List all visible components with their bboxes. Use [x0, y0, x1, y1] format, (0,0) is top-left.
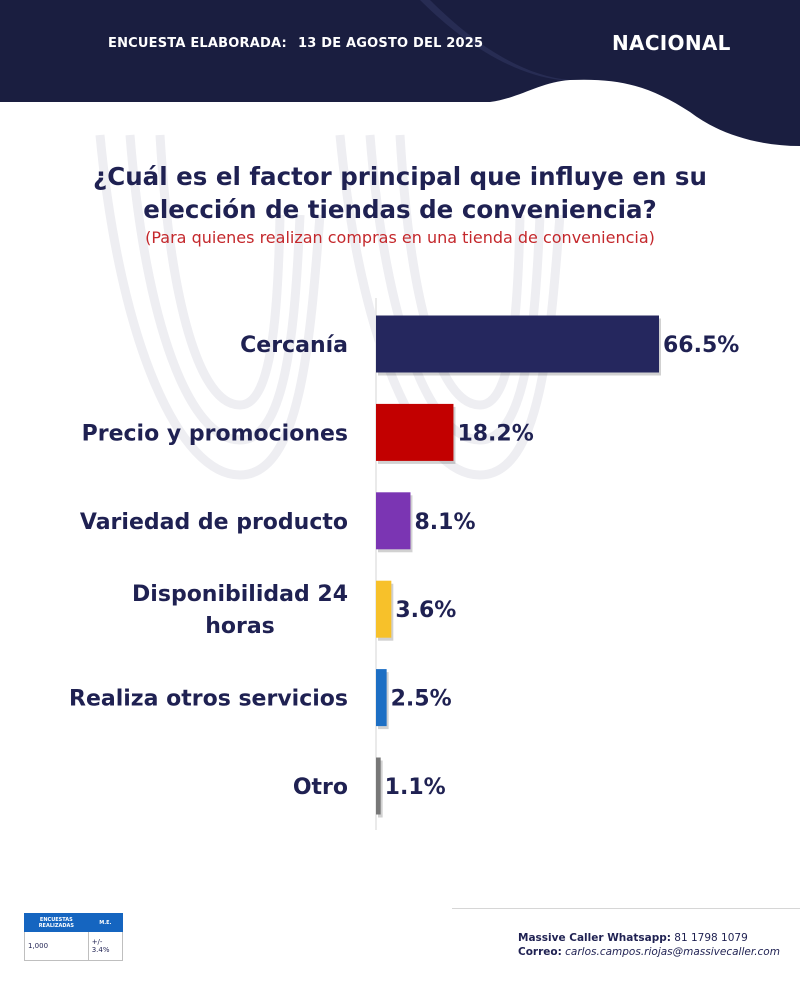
email-label: Correo:	[518, 946, 562, 958]
email-line: Correo: carlos.campos.riojas@massivecall…	[518, 945, 780, 959]
bar-value-label: 3.6%	[395, 598, 456, 623]
bar	[376, 492, 411, 550]
bar-value-label: 8.1%	[414, 510, 475, 535]
bar	[376, 757, 381, 815]
bar-value-label: 2.5%	[391, 687, 452, 712]
survey-date: 13 DE AGOSTO DEL 2025	[298, 36, 484, 51]
email-address: carlos.campos.riojas@massivecaller.com	[565, 946, 780, 958]
category-label: Otro	[293, 775, 348, 800]
category-label: Precio y promociones	[82, 421, 348, 446]
whatsapp-number: 81 1798 1079	[674, 932, 748, 944]
category-label: Realiza otros servicios	[69, 687, 348, 712]
stats-margin-value: +/- 3.4%	[87, 931, 124, 961]
stats-header-surveys: ENCUESTAS REALIZADAS	[24, 913, 89, 932]
bar	[376, 403, 454, 461]
category-label: Disponibilidad 24	[132, 582, 348, 607]
region-label: NACIONAL	[612, 31, 731, 55]
bar	[376, 580, 392, 638]
contact-info: Massive Caller Whatsapp: 81 1798 1079 Co…	[518, 931, 780, 959]
survey-stats-table: ENCUESTAS REALIZADAS M.E. 1,000 +/- 3.4%	[24, 913, 124, 961]
whatsapp-line: Massive Caller Whatsapp: 81 1798 1079	[518, 931, 780, 945]
bar-value-label: 1.1%	[385, 775, 446, 800]
stats-surveys-value: 1,000	[24, 931, 89, 961]
bar-value-label: 66.5%	[663, 333, 739, 358]
category-label: Cercanía	[240, 333, 348, 358]
bar	[376, 669, 387, 727]
category-label: Variedad de producto	[80, 510, 348, 535]
stats-header-margin: M.E.	[87, 913, 124, 932]
chart-title: ¿Cuál es el factor principal que influye…	[93, 162, 707, 224]
bar	[376, 315, 659, 373]
bar-value-label: 18.2%	[457, 421, 533, 446]
category-label: horas	[205, 614, 275, 639]
whatsapp-label: Massive Caller Whatsapp:	[518, 932, 671, 944]
footer-divider	[452, 908, 800, 909]
chart-subtitle: (Para quienes realizan compras en una ti…	[145, 228, 655, 247]
header-background	[0, 0, 800, 146]
survey-date-label: ENCUESTA ELABORADA:	[108, 36, 287, 51]
